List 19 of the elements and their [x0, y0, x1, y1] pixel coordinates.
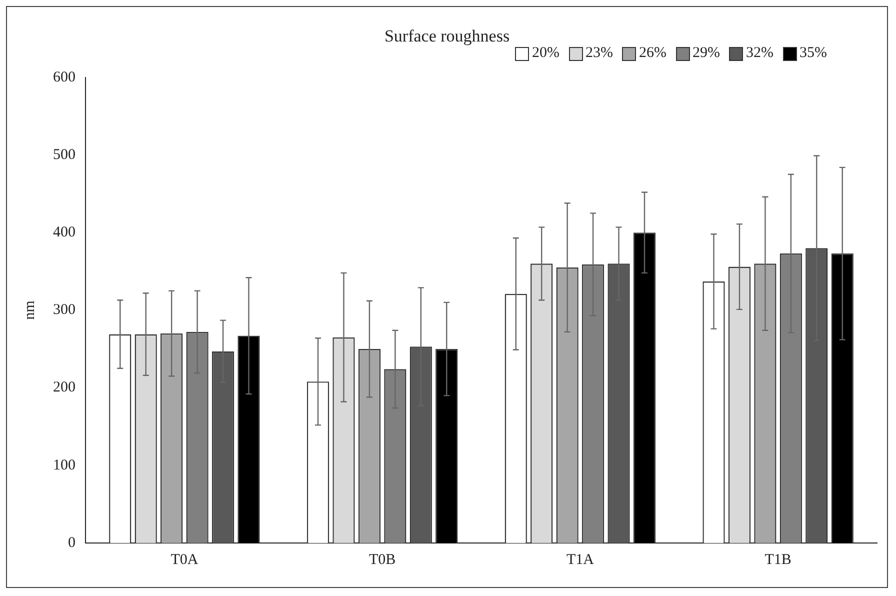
y-tick-label: 300 — [53, 302, 76, 318]
y-tick-label: 100 — [53, 457, 76, 474]
legend-label: 32% — [746, 45, 774, 62]
legend-label: 26% — [639, 45, 666, 62]
x-tick-label: T0B — [368, 552, 396, 568]
y-tick-label: 600 — [53, 69, 76, 86]
y-tick-label: 500 — [53, 146, 76, 163]
legend-label: 20% — [532, 45, 560, 62]
chart-title: Surface roughness — [384, 26, 510, 46]
legend-label: 23% — [586, 45, 613, 62]
y-tick-label: 200 — [53, 380, 76, 396]
y-tick-label: 0 — [68, 534, 76, 551]
x-tick-label: T0A — [170, 552, 198, 568]
legend-label: 29% — [692, 45, 720, 62]
x-tick-label: T1B — [764, 552, 792, 568]
x-tick-label: T1A — [566, 552, 594, 568]
legend-label: 35% — [800, 45, 827, 62]
y-tick-label: 400 — [53, 224, 76, 241]
y-axis-title: nm — [22, 300, 38, 320]
